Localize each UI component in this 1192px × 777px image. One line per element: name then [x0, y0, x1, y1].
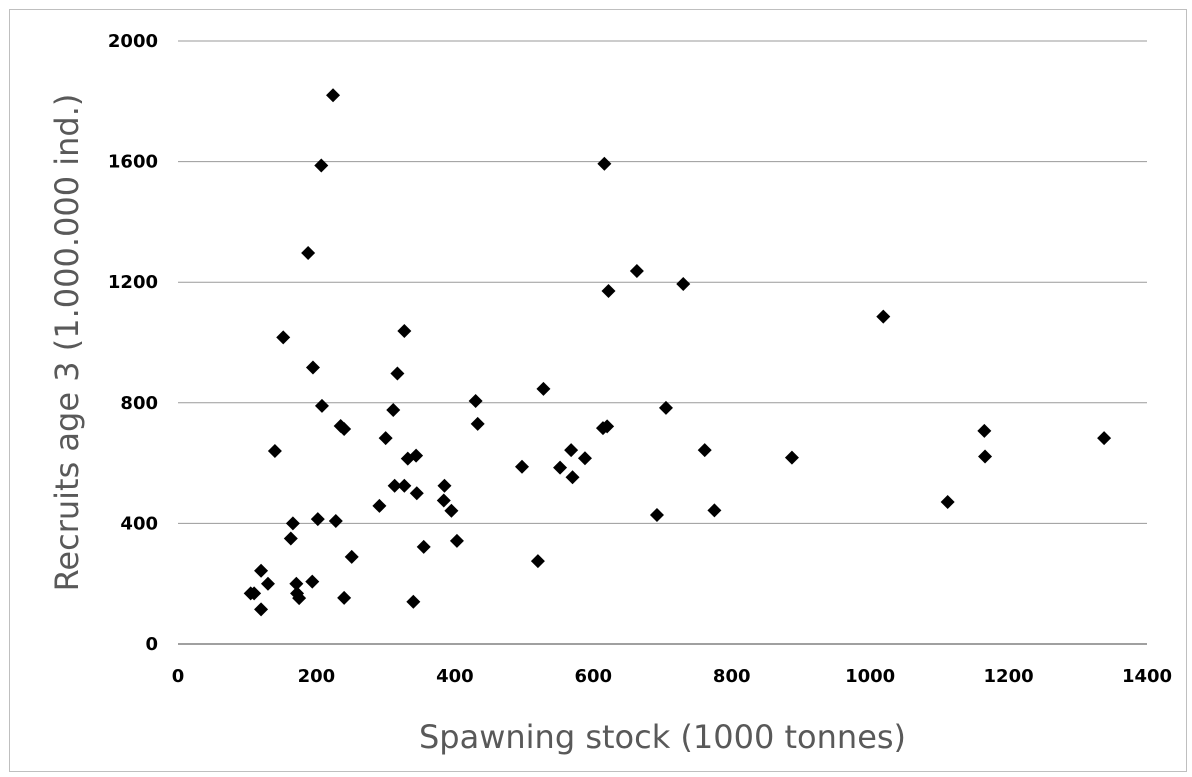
- data-point: [387, 478, 402, 493]
- data-point: [697, 443, 712, 458]
- data-point: [326, 88, 341, 103]
- data-point: [292, 591, 307, 606]
- data-point: [564, 443, 579, 458]
- data-point: [565, 470, 580, 485]
- x-tick-label: 0: [172, 666, 185, 687]
- gridlines: [178, 40, 1147, 524]
- data-point: [314, 158, 329, 173]
- data-point: [372, 498, 387, 513]
- data-point: [978, 449, 993, 464]
- x-tick-label: 1000: [845, 666, 895, 687]
- y-tick-label: 1200: [108, 272, 158, 293]
- data-point: [784, 450, 799, 465]
- data-point: [600, 419, 615, 434]
- data-point: [397, 478, 412, 493]
- data-point: [470, 416, 485, 431]
- data-point: [386, 403, 401, 418]
- chart-frame: [9, 9, 1187, 772]
- data-point: [977, 423, 992, 438]
- data-point: [437, 478, 452, 493]
- data-point: [305, 574, 320, 589]
- data-point: [553, 460, 568, 475]
- data-point: [260, 576, 275, 591]
- x-tick-label: 800: [713, 666, 751, 687]
- data-point: [444, 503, 459, 518]
- x-tick-label: 600: [574, 666, 612, 687]
- data-point: [328, 513, 343, 528]
- data-point: [876, 309, 891, 324]
- data-point: [254, 563, 269, 578]
- data-point: [436, 493, 451, 508]
- y-axis-title: Recruits age 3 (1.000.000 ind.): [48, 94, 86, 592]
- data-point: [337, 590, 352, 605]
- data-point: [449, 533, 464, 548]
- data-point: [629, 264, 644, 279]
- data-point: [530, 554, 545, 569]
- data-point: [254, 602, 269, 617]
- x-tick-label: 400: [436, 666, 474, 687]
- data-point: [409, 486, 424, 501]
- data-points: [243, 88, 1112, 617]
- data-point: [305, 360, 320, 375]
- data-point: [409, 448, 424, 463]
- data-point: [378, 431, 393, 446]
- data-point: [416, 539, 431, 554]
- data-point: [601, 283, 616, 298]
- y-tick-label: 1600: [108, 152, 158, 173]
- data-point: [390, 366, 405, 381]
- data-point: [536, 381, 551, 396]
- data-point: [597, 156, 612, 171]
- x-axis-title: Spawning stock (1000 tonnes): [419, 718, 906, 756]
- data-point: [289, 576, 304, 591]
- data-point: [337, 422, 352, 437]
- y-tick-label: 2000: [108, 31, 158, 52]
- data-point: [267, 444, 282, 459]
- y-tick-label: 800: [120, 393, 158, 414]
- data-point: [577, 451, 592, 466]
- data-point: [285, 516, 300, 531]
- y-tick-label: 0: [145, 634, 158, 655]
- data-point: [468, 393, 483, 408]
- data-point: [707, 503, 722, 518]
- y-tick-labels: 0 400 800 1200 1600 2000: [108, 31, 158, 655]
- x-tick-label: 1200: [984, 666, 1034, 687]
- data-point: [276, 330, 291, 345]
- y-tick-label: 400: [120, 513, 158, 534]
- x-tick-labels: 0 200 400 600 800 1000 1200 1400: [172, 666, 1172, 687]
- data-point: [514, 459, 529, 474]
- data-point: [406, 594, 421, 609]
- data-point: [314, 398, 329, 413]
- x-tick-label: 200: [298, 666, 336, 687]
- data-point: [310, 512, 325, 527]
- data-point: [283, 531, 298, 546]
- data-point: [301, 245, 316, 260]
- data-point: [397, 324, 412, 339]
- data-point: [344, 549, 359, 564]
- data-point: [676, 277, 691, 292]
- data-point: [649, 507, 664, 522]
- data-point: [1097, 431, 1112, 446]
- data-point: [940, 494, 955, 509]
- data-point: [658, 400, 673, 415]
- x-tick-label: 1400: [1122, 666, 1172, 687]
- data-point: [247, 586, 262, 601]
